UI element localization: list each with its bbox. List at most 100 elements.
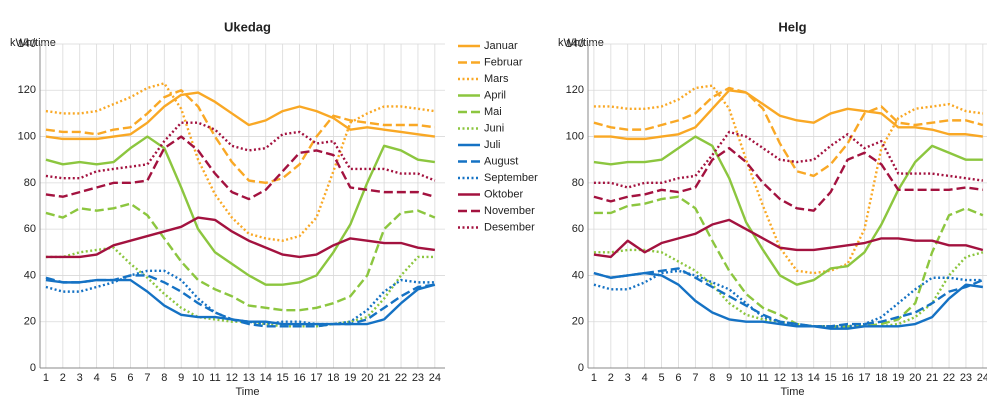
series-line <box>593 130 984 189</box>
x-tick-label: 14 <box>808 372 820 384</box>
y-tick-label: 40 <box>24 269 36 281</box>
x-tick-label: 21 <box>926 372 938 384</box>
x-tick-label: 13 <box>243 372 255 384</box>
x-tick-label: 19 <box>892 372 904 384</box>
legend-label: September <box>484 172 538 184</box>
x-tick-label: 17 <box>858 372 870 384</box>
x-tick-label: 22 <box>943 372 955 384</box>
y-tick-label: 80 <box>24 177 36 189</box>
x-tick-label: 6 <box>675 372 681 384</box>
y-tick-label: 120 <box>566 84 584 96</box>
chart-title: Ukedag <box>224 19 271 34</box>
x-tick-label: 9 <box>178 372 184 384</box>
y-tick-label: 140 <box>18 38 36 50</box>
x-tick-label: 8 <box>161 372 167 384</box>
legend-label: Mars <box>484 73 509 85</box>
x-tick-label: 23 <box>960 372 972 384</box>
x-tick-label: 21 <box>378 372 390 384</box>
series-line <box>593 84 984 275</box>
x-tick-label: 15 <box>277 372 289 384</box>
x-tick-label: 3 <box>77 372 83 384</box>
series-line <box>45 269 435 326</box>
x-tick-label: 10 <box>192 372 204 384</box>
legend-label: Juli <box>484 139 501 151</box>
x-axis-label: Time <box>235 386 259 398</box>
x-tick-label: 23 <box>412 372 424 384</box>
series-line <box>45 121 436 182</box>
series-line <box>593 248 984 328</box>
x-tick-label: 16 <box>841 372 853 384</box>
x-axis-label: Time <box>780 386 804 398</box>
y-tick-label: 0 <box>30 362 36 374</box>
y-tick-label: 100 <box>18 130 36 142</box>
y-tick-label: 120 <box>18 84 36 96</box>
series-line <box>45 202 436 312</box>
y-tick-label: 40 <box>572 269 584 281</box>
chart-title: Helg <box>778 19 806 34</box>
series-line <box>593 269 983 328</box>
x-tick-label: 13 <box>791 372 803 384</box>
y-tick-label: 80 <box>572 177 584 189</box>
series-line <box>593 195 984 328</box>
x-tick-label: 15 <box>825 372 837 384</box>
series-line <box>593 271 984 330</box>
x-tick-label: 8 <box>709 372 715 384</box>
legend-label: November <box>484 205 535 217</box>
y-tick-label: 60 <box>572 223 584 235</box>
y-tick-label: 140 <box>566 38 584 50</box>
y-tick-label: 20 <box>24 316 36 328</box>
series-line <box>45 135 436 286</box>
x-tick-label: 10 <box>740 372 752 384</box>
x-tick-label: 7 <box>144 372 150 384</box>
series-line <box>593 146 984 212</box>
x-tick-label: 12 <box>774 372 786 384</box>
x-tick-label: 5 <box>658 372 664 384</box>
x-tick-label: 18 <box>875 372 887 384</box>
series-line <box>45 91 436 141</box>
x-tick-label: 1 <box>591 372 597 384</box>
series-line <box>45 82 436 242</box>
x-tick-label: 1 <box>43 372 49 384</box>
legend-label: Mai <box>484 106 502 118</box>
x-tick-label: 4 <box>94 372 100 384</box>
series-line <box>593 218 984 259</box>
x-tick-label: 3 <box>625 372 631 384</box>
legend-label: August <box>484 155 518 167</box>
series-line <box>45 274 436 328</box>
legend-label: Oktober <box>484 188 523 200</box>
legend-label: April <box>484 89 506 101</box>
legend-label: Juni <box>484 122 504 134</box>
x-tick-label: 20 <box>361 372 373 384</box>
series-line <box>45 246 435 328</box>
legend-label: Februar <box>484 56 523 68</box>
x-tick-label: 6 <box>127 372 133 384</box>
legend-label: Desember <box>484 221 535 233</box>
x-tick-label: 19 <box>344 372 356 384</box>
x-tick-label: 5 <box>110 372 116 384</box>
x-tick-label: 7 <box>692 372 698 384</box>
x-tick-label: 2 <box>60 372 66 384</box>
series-line <box>593 89 984 141</box>
x-tick-label: 18 <box>327 372 339 384</box>
x-tick-label: 22 <box>395 372 407 384</box>
y-tick-label: 20 <box>572 316 584 328</box>
x-tick-label: 9 <box>726 372 732 384</box>
y-tick-label: 0 <box>578 362 584 374</box>
series-line <box>593 135 983 286</box>
x-tick-label: 16 <box>293 372 305 384</box>
x-tick-label: 12 <box>226 372 238 384</box>
x-tick-label: 14 <box>260 372 272 384</box>
series-line <box>45 216 436 259</box>
x-tick-label: 24 <box>429 372 441 384</box>
x-tick-label: 20 <box>909 372 921 384</box>
series-line <box>45 89 436 185</box>
series-line <box>45 135 436 201</box>
y-tick-label: 100 <box>566 130 584 142</box>
x-tick-label: 17 <box>310 372 322 384</box>
series-line <box>593 86 984 178</box>
y-axis-label: kWh/time <box>10 37 56 49</box>
legend-label: Januar <box>484 40 518 52</box>
x-tick-label: 11 <box>209 372 220 384</box>
x-tick-label: 11 <box>757 372 768 384</box>
